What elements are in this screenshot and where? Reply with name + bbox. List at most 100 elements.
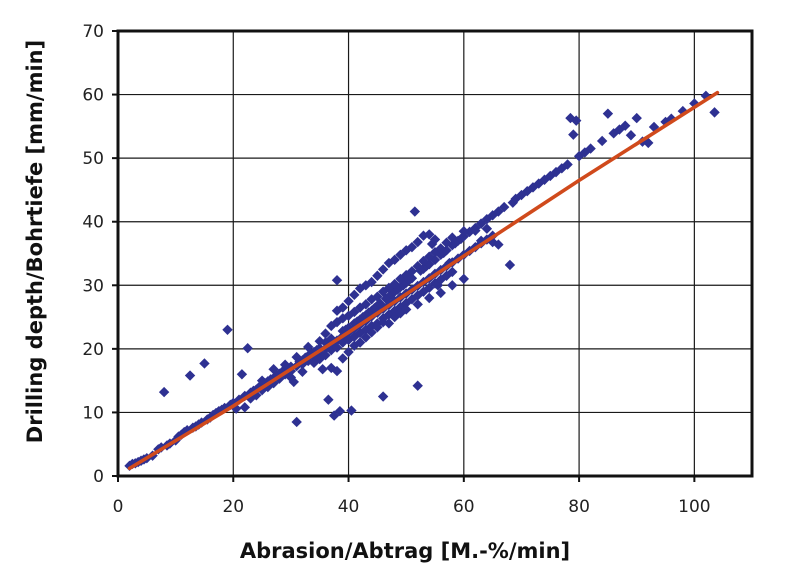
data-point	[677, 105, 689, 117]
data-point	[285, 372, 297, 383]
data-point	[337, 353, 348, 364]
data-point	[372, 291, 383, 302]
data-points	[124, 90, 720, 472]
data-point	[458, 226, 470, 237]
data-point	[377, 264, 389, 275]
data-point	[317, 364, 328, 375]
data-point	[418, 255, 429, 267]
data-point	[429, 234, 441, 245]
data-point	[366, 327, 377, 338]
y-axis-title: Drilling depth/Bohrtiefe [mm/min]	[23, 40, 47, 443]
data-point	[429, 254, 441, 266]
data-point	[643, 137, 654, 149]
data-point	[323, 394, 334, 405]
data-point	[372, 322, 383, 333]
data-point	[346, 405, 357, 416]
data-point	[230, 403, 242, 414]
data-point	[349, 289, 360, 301]
data-point	[470, 225, 481, 236]
data-point	[343, 346, 354, 358]
x-tick-label: 80	[568, 497, 590, 517]
data-point	[297, 366, 308, 377]
data-point	[562, 159, 573, 170]
data-point	[383, 318, 395, 329]
trend-line-layer	[127, 90, 720, 471]
data-point	[343, 295, 354, 307]
data-point	[481, 223, 493, 234]
data-point	[447, 232, 458, 243]
data-point	[568, 129, 579, 140]
data-point	[565, 112, 576, 124]
data-point	[320, 350, 331, 361]
data-point	[571, 115, 582, 126]
data-point	[303, 341, 314, 353]
x-tick-label: 20	[222, 497, 244, 517]
plot-frame	[116, 29, 754, 478]
y-tick-labels: 0 10 20 30 40 50 60 70	[82, 22, 118, 487]
data-point	[556, 163, 567, 174]
data-point	[239, 402, 250, 413]
x-tick-label: 40	[338, 497, 360, 517]
data-point	[507, 197, 519, 208]
data-point	[279, 359, 291, 370]
data-point	[493, 239, 504, 250]
data-point	[709, 107, 720, 118]
y-tick-label: 70	[82, 22, 104, 42]
y-tick-label: 20	[82, 340, 104, 360]
y-tick-label: 0	[93, 467, 104, 487]
data-point	[602, 108, 614, 119]
data-point	[631, 112, 642, 124]
data-point	[447, 266, 458, 278]
data-point	[447, 280, 458, 291]
data-point	[389, 254, 400, 266]
data-point	[516, 189, 527, 201]
data-point	[331, 275, 343, 286]
data-point	[412, 299, 423, 310]
data-point	[360, 299, 372, 310]
data-point	[377, 391, 389, 402]
y-tick-label: 60	[82, 86, 104, 106]
data-point	[441, 237, 452, 248]
data-point	[360, 332, 372, 343]
data-point	[337, 302, 348, 313]
data-point	[498, 201, 510, 213]
data-point	[435, 287, 446, 299]
data-point	[334, 405, 346, 417]
data-point	[222, 324, 233, 335]
data-point	[409, 206, 421, 217]
data-point	[412, 261, 423, 272]
data-point	[291, 416, 302, 428]
x-tick-label: 100	[678, 497, 710, 517]
data-point	[400, 304, 412, 315]
y-tick-label: 40	[82, 213, 104, 233]
data-point	[199, 358, 210, 369]
data-point	[620, 120, 631, 131]
data-point	[596, 135, 608, 147]
data-point	[464, 226, 475, 238]
data-point	[268, 364, 279, 375]
data-point	[435, 243, 446, 254]
data-point	[406, 241, 418, 253]
data-point	[614, 124, 625, 135]
plot-border	[116, 29, 754, 478]
data-point	[291, 351, 302, 363]
data-point	[458, 273, 470, 285]
data-point	[236, 369, 248, 380]
x-tick-label: 0	[113, 497, 124, 517]
data-point	[412, 380, 423, 391]
x-tick-labels: 0 20 40 60 80 100	[113, 476, 711, 517]
data-point	[314, 336, 325, 347]
data-point	[545, 170, 556, 182]
data-point	[412, 236, 423, 248]
x-axis-title: Abrasion/Abtrag [M.-%/min]	[240, 539, 570, 563]
data-point	[504, 259, 516, 271]
data-point	[366, 276, 377, 288]
data-point	[331, 365, 343, 377]
data-point	[256, 375, 268, 386]
data-point	[424, 229, 435, 240]
data-point	[539, 174, 550, 185]
data-point	[660, 116, 671, 128]
data-point	[579, 147, 591, 158]
